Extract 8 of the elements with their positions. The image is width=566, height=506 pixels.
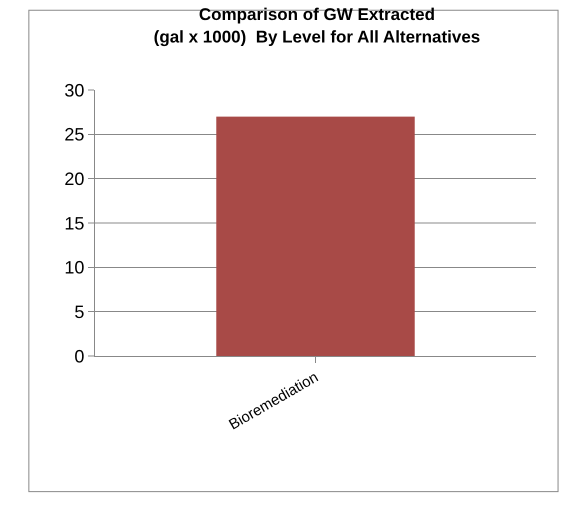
y-tick-label: 0 (74, 346, 84, 366)
y-tick-label: 15 (64, 213, 84, 234)
chart-title: Comparison of GW Extracted (gal x 1000) By Level for All Alternatives (154, 5, 480, 46)
y-tick-label: 5 (74, 302, 84, 322)
y-tick-label: 20 (64, 168, 84, 189)
y-tick-label: 10 (64, 258, 84, 278)
y-tick-label: 25 (64, 124, 84, 145)
y-tick-label: 30 (64, 80, 84, 100)
